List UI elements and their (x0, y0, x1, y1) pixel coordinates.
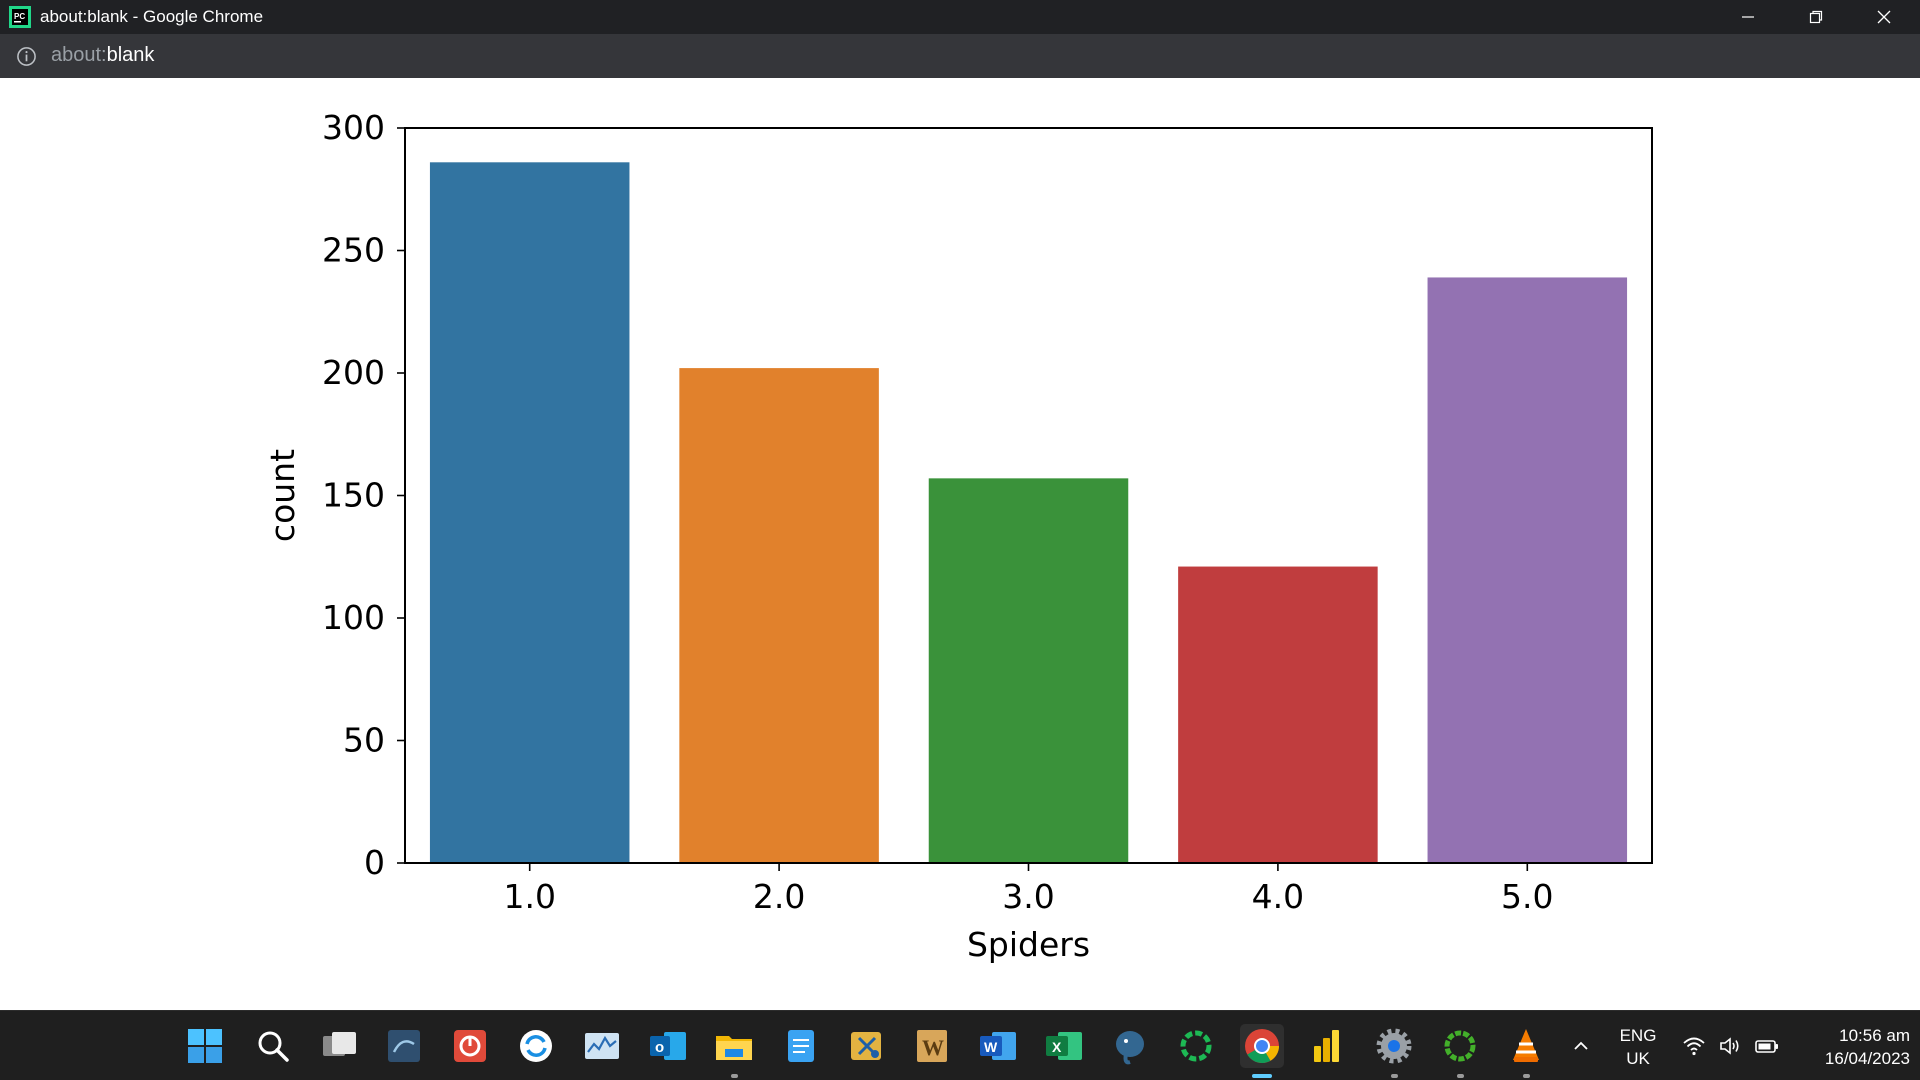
power-bi-icon (1314, 1030, 1339, 1062)
taskbar-button-excel[interactable]: X (1042, 1024, 1086, 1068)
taskbar-button-jupyter-app[interactable] (1174, 1024, 1218, 1068)
taskbar-button-resource-monitor[interactable] (580, 1024, 624, 1068)
title-bar: PC about:blank - Google Chrome (0, 0, 1920, 34)
y-tick-label-150: 150 (322, 476, 385, 515)
battery-icon (1755, 1040, 1778, 1053)
taskbar-button-sync-app[interactable] (514, 1024, 558, 1068)
anaconda-icon (1444, 1030, 1476, 1062)
y-tick-label-50: 50 (343, 721, 385, 760)
taskbar-button-outlook[interactable]: o (646, 1024, 690, 1068)
x-tick-label-4.0: 4.0 (1252, 877, 1304, 916)
taskbar-button-power-bi[interactable] (1306, 1024, 1350, 1068)
taskbar-button-notepad[interactable] (779, 1024, 823, 1068)
bar-3.0 (928, 478, 1129, 863)
restore-icon (1809, 10, 1823, 24)
x-tick-label-5.0: 5.0 (1501, 877, 1553, 916)
taskbar-button-vlc[interactable] (1504, 1024, 1548, 1078)
svg-text:PC: PC (14, 12, 25, 21)
notepad-icon (788, 1030, 814, 1062)
restore-button[interactable] (1782, 0, 1850, 34)
chrome-icon (1245, 1029, 1279, 1063)
taskbar-button-search[interactable] (251, 1024, 295, 1068)
svg-text:o: o (655, 1039, 664, 1056)
excel-icon: X (1046, 1032, 1082, 1060)
taskbar-button-task-view[interactable] (317, 1024, 361, 1068)
x-axis-label: Spiders (967, 925, 1090, 964)
language-indicator[interactable]: ENG UK (1605, 1024, 1671, 1070)
settings-icon (1376, 1028, 1412, 1064)
running-indicator (731, 1074, 738, 1078)
bar-1.0 (429, 162, 630, 864)
taskbar-button-file-explorer[interactable] (712, 1024, 756, 1078)
taskbar: o W W X ENG UK 10:56 am 16/04/2023 (0, 1010, 1920, 1080)
vlc-icon (1513, 1029, 1539, 1062)
taskbar-button-anaconda[interactable] (1438, 1024, 1482, 1078)
y-axis-label: count (263, 449, 302, 542)
bar-5.0 (1427, 277, 1628, 863)
language-code: ENG (1619, 1026, 1657, 1045)
close-icon (1877, 10, 1891, 24)
y-tick-label-250: 250 (322, 231, 385, 270)
taskbar-button-wordpad[interactable]: W (910, 1024, 954, 1068)
taskbar-button-chrome[interactable] (1240, 1024, 1284, 1078)
clock-time: 10:56 am (1839, 1026, 1910, 1045)
running-indicator (1252, 1074, 1272, 1078)
x-tick-label-2.0: 2.0 (753, 877, 805, 916)
page-content: 0 50 100 150 200 250 300 1.0 2.0 3.0 4.0 5.0 Spiders… (0, 78, 1920, 1010)
volume-icon (1720, 1037, 1739, 1055)
y-tick-label-200: 200 (322, 353, 385, 392)
taskbar-button-snipping-tool[interactable] (845, 1024, 889, 1068)
info-icon[interactable] (16, 46, 37, 67)
pycharm-icon: PC (9, 6, 31, 28)
file-explorer-icon (716, 1036, 752, 1060)
system-tray[interactable] (1682, 1033, 1780, 1059)
outlook-icon: o (650, 1032, 686, 1060)
svg-text:W: W (984, 1039, 998, 1055)
bar-4.0 (1178, 566, 1378, 863)
clock-date: 16/04/2023 (1824, 1049, 1910, 1068)
clock[interactable]: 10:56 am 16/04/2023 (1790, 1024, 1910, 1070)
taskbar-button-start[interactable] (183, 1024, 227, 1068)
x-tick-label-1.0: 1.0 (503, 877, 555, 916)
chevron-up-icon[interactable] (1570, 1035, 1592, 1057)
taskbar-button-word[interactable]: W (976, 1024, 1020, 1068)
start-icon (188, 1029, 222, 1063)
y-tick-label-100: 100 (322, 598, 385, 637)
url-field[interactable]: about:blank (51, 44, 154, 67)
y-tick-label-0: 0 (364, 843, 385, 882)
running-indicator (1523, 1074, 1530, 1078)
wifi-icon (1683, 1037, 1705, 1056)
x-tick-label-3.0: 3.0 (1002, 877, 1054, 916)
jupyter-app-icon (1180, 1030, 1212, 1062)
sync-app-icon (520, 1030, 552, 1062)
taskbar-button-settings[interactable] (1372, 1024, 1416, 1078)
svg-text:W: W (922, 1035, 944, 1060)
power-app-icon (454, 1030, 486, 1062)
bar-2.0 (679, 368, 879, 863)
word-icon: W (980, 1032, 1016, 1060)
wordpad-icon: W (917, 1030, 947, 1062)
svg-text:X: X (1052, 1039, 1062, 1055)
window-title: about:blank - Google Chrome (40, 7, 264, 26)
running-indicator (1457, 1074, 1464, 1078)
snipping-tool-icon (851, 1032, 881, 1060)
minimize-icon (1742, 16, 1754, 18)
taskbar-button-mysql-workbench[interactable] (382, 1024, 426, 1068)
bar-chart: 0 50 100 150 200 250 300 1.0 2.0 3.0 4.0 5.0 Spiders… (263, 108, 1653, 964)
url-scheme: about: (51, 44, 107, 66)
close-button[interactable] (1850, 0, 1918, 34)
task-view-icon (323, 1032, 356, 1056)
running-indicator (1391, 1074, 1398, 1078)
url-path: blank (106, 44, 155, 66)
postgresql-icon (1116, 1031, 1144, 1065)
address-bar: about:blank (0, 34, 1920, 78)
language-region: UK (1626, 1049, 1650, 1068)
taskbar-button-postgresql[interactable] (1108, 1024, 1152, 1068)
resource-monitor-icon (585, 1033, 619, 1059)
y-tick-label-300: 300 (322, 108, 385, 147)
mysql-workbench-icon (388, 1030, 420, 1062)
search-icon (258, 1031, 289, 1062)
minimize-button[interactable] (1714, 0, 1782, 34)
taskbar-button-power-app[interactable] (448, 1024, 492, 1068)
